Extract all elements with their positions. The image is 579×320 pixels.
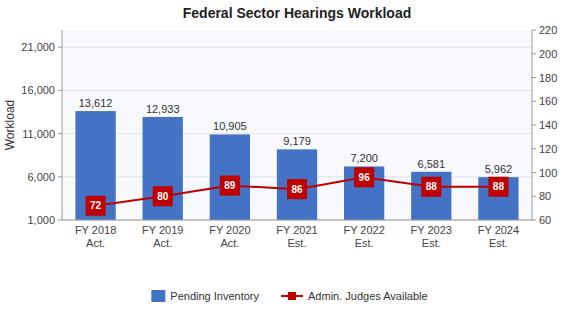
bar-label: 7,200 xyxy=(350,152,378,164)
bar-label: 9,179 xyxy=(283,135,311,147)
x-tick-label-line: FY 2019 xyxy=(142,224,183,236)
bar xyxy=(143,117,183,220)
data-labels: 13,612 12,933 10,905 9,179 7,200 6,581 5,962 xyxy=(79,97,512,175)
x-tick-label-line: Act. xyxy=(86,237,105,249)
x-tick-label-line: FY 2021 xyxy=(276,224,317,236)
bar xyxy=(411,172,451,220)
grid-line xyxy=(62,133,532,134)
bar-label: 12,933 xyxy=(146,103,180,115)
y2-tick xyxy=(532,148,536,149)
bar xyxy=(277,149,317,220)
plot-background xyxy=(62,30,532,220)
x-tick-label: FY 2018Act. xyxy=(75,224,116,249)
line xyxy=(96,177,499,206)
y2-tick-label: 220 xyxy=(539,24,557,36)
x-tick-label-line: FY 2020 xyxy=(209,224,250,236)
grid-line xyxy=(62,47,532,48)
x-tick-label-line: FY 2024 xyxy=(478,224,519,236)
line-label: 89 xyxy=(224,180,236,191)
line-label: 72 xyxy=(90,200,102,211)
line-label: 86 xyxy=(291,184,303,195)
y-axis-line xyxy=(62,30,63,220)
bar-label: 6,581 xyxy=(418,158,446,170)
x-tick-label-line: Est. xyxy=(288,237,307,249)
x-tick-label-line: FY 2018 xyxy=(75,224,116,236)
y2-tick xyxy=(532,220,536,221)
line-marker xyxy=(86,196,106,216)
y2-tick xyxy=(532,196,536,197)
y2-tick-label: 160 xyxy=(539,95,557,107)
y2-tick xyxy=(532,53,536,54)
page: {"chart_data": { "type": "bar", "title":… xyxy=(0,0,579,320)
line-marker xyxy=(421,177,441,197)
x-tick-label-line: Est. xyxy=(489,237,508,249)
y2-tick xyxy=(532,30,536,31)
line-marker xyxy=(354,167,374,187)
y2-tick xyxy=(532,77,536,78)
y2-tick-label: 200 xyxy=(539,48,557,60)
y-tick-label: 1,000 xyxy=(27,214,55,226)
title: Federal Sector Hearings Workload xyxy=(183,5,411,21)
line-label: 88 xyxy=(493,181,505,192)
y-tick xyxy=(58,133,62,134)
chart: 13,612 12,933 10,905 9,179 7,200 6,581 5,962 72… xyxy=(0,0,579,320)
x-tick-label-line: Act. xyxy=(220,237,239,249)
y-tick-label: 6,000 xyxy=(27,171,55,183)
x-tick-label: FY 2022Est. xyxy=(343,224,384,249)
y2-tick-label: 140 xyxy=(539,119,557,131)
y-tick xyxy=(58,90,62,91)
y2-tick-label: 120 xyxy=(539,143,557,155)
y2-tick-label: 100 xyxy=(539,167,557,179)
y-tick xyxy=(58,220,62,221)
y2-tick-label: 60 xyxy=(539,214,551,226)
y2-tick xyxy=(532,101,536,102)
y-tick xyxy=(58,176,62,177)
x-tick-label: FY 2023Est. xyxy=(411,224,452,249)
y-tick xyxy=(58,47,62,48)
x-tick-label-line: FY 2023 xyxy=(411,224,452,236)
bar xyxy=(478,177,518,220)
bar-label: 5,962 xyxy=(485,163,513,175)
x-tick-label: FY 2019Act. xyxy=(142,224,183,249)
y-tick-label: 11,000 xyxy=(22,128,55,140)
y-tick-label: 21,000 xyxy=(21,41,55,53)
y-axis-label: Workload xyxy=(3,100,17,150)
legend: Pending Inventory Admin. Judges Available xyxy=(151,290,427,302)
legend-label: Admin. Judges Available xyxy=(308,290,428,302)
legend-label: Pending Inventory xyxy=(170,290,259,302)
line-marker xyxy=(220,176,240,196)
y-tick-label: 16,000 xyxy=(21,84,55,96)
grid-line xyxy=(62,220,532,221)
line-label: 88 xyxy=(426,181,438,192)
plot-marks xyxy=(75,111,518,220)
y2-tick-label: 80 xyxy=(539,190,551,202)
line-label: 96 xyxy=(359,172,371,183)
line-marker xyxy=(287,179,307,199)
x-tick-label-line: Act. xyxy=(153,237,172,249)
line-label: 80 xyxy=(157,191,169,202)
grid-line xyxy=(62,90,532,91)
x-tick-label: FY 2020Act. xyxy=(209,224,250,249)
bar xyxy=(210,134,250,220)
bar xyxy=(344,166,384,220)
x-tick-label-line: FY 2022 xyxy=(343,224,384,236)
line-marker xyxy=(153,186,173,206)
legend-swatch xyxy=(151,290,165,302)
bar-label: 13,612 xyxy=(79,97,113,109)
y2-tick-label: 180 xyxy=(539,72,557,84)
x-axis-line xyxy=(62,220,532,221)
x-tick-label-line: Est. xyxy=(422,237,441,249)
y2-tick xyxy=(532,125,536,126)
bar-label: 10,905 xyxy=(213,120,247,132)
y2-tick xyxy=(532,172,536,173)
x-tick-label: FY 2021Est. xyxy=(276,224,317,249)
line-marker xyxy=(488,177,508,197)
x-tick-label-line: Est. xyxy=(355,237,374,249)
legend-swatch-marker xyxy=(288,292,296,300)
x-tick-label: FY 2024Est. xyxy=(478,224,519,249)
